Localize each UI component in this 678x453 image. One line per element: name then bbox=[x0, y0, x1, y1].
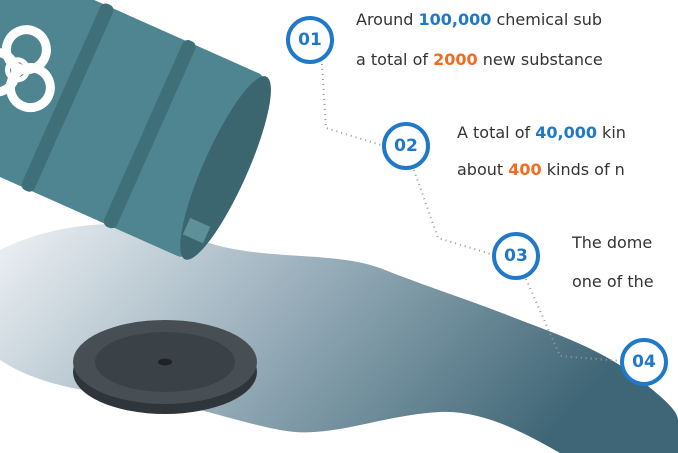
text-segment: a total of bbox=[356, 50, 434, 69]
text-segment: A total of bbox=[457, 123, 536, 142]
text-segment: kinds of n bbox=[541, 160, 625, 179]
badge-circle bbox=[620, 338, 668, 386]
step-text: one of the bbox=[572, 272, 654, 291]
step-number: 02 bbox=[394, 136, 418, 156]
barrel-lid bbox=[73, 320, 257, 414]
biohazard-icon bbox=[0, 25, 55, 113]
highlight-number: 40,000 bbox=[535, 123, 597, 142]
step-text: A total of 40,000 kin bbox=[457, 123, 626, 142]
step-number: 03 bbox=[504, 246, 528, 266]
step-badge: 02 bbox=[382, 122, 430, 170]
highlight-number: 400 bbox=[508, 160, 542, 179]
step-badge: 03 bbox=[492, 232, 540, 280]
highlight-number: 100,000 bbox=[418, 10, 492, 29]
step-badge: 01 bbox=[286, 16, 334, 64]
text-segment: The dome bbox=[572, 233, 653, 252]
text-segment: kin bbox=[596, 123, 626, 142]
badge-circle bbox=[382, 122, 430, 170]
badge-circle bbox=[492, 232, 540, 280]
step-text: a total of 2000 new substance bbox=[356, 50, 603, 69]
step-text: about 400 kinds of n bbox=[457, 160, 625, 179]
step-badge: 04 bbox=[620, 338, 668, 386]
text-segment: chemical sub bbox=[491, 10, 603, 29]
text-segment: new substance bbox=[477, 50, 603, 69]
highlight-number: 2000 bbox=[433, 50, 478, 69]
barrel bbox=[0, 0, 271, 260]
step-number: 01 bbox=[298, 30, 322, 50]
step-text: The dome bbox=[572, 233, 652, 252]
text-segment: about bbox=[457, 160, 509, 179]
step-text: Around 100,000 chemical sub bbox=[356, 10, 602, 29]
badge-circle bbox=[286, 16, 334, 64]
text-segment: Around bbox=[356, 10, 419, 29]
step-number: 04 bbox=[632, 352, 656, 372]
text-segment: one of the bbox=[572, 272, 654, 291]
